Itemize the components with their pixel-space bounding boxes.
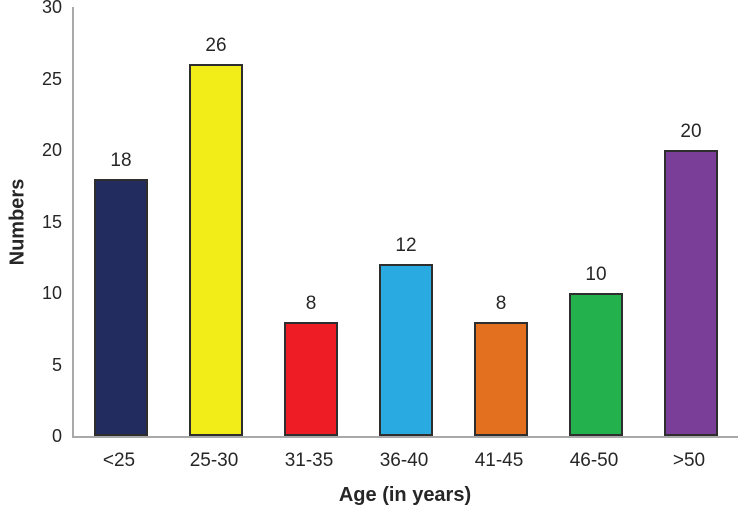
bar->50 <box>664 150 718 436</box>
x-tick-label: 31-35 <box>284 450 334 471</box>
y-tick-label: 15 <box>41 211 62 232</box>
x-tick-label: 46-50 <box>569 450 619 471</box>
y-tick-label: 25 <box>41 68 62 89</box>
x-tick-label: 36-40 <box>379 450 429 471</box>
y-tick-label: 0 <box>51 426 62 446</box>
x-axis-title: Age (in years) <box>338 484 472 506</box>
bar-<25 <box>94 179 148 436</box>
bar-36-40 <box>379 264 433 436</box>
x-tick-label: >50 <box>672 450 706 471</box>
bar-value-label: 18 <box>110 150 132 171</box>
bar-value-label: 20 <box>680 121 702 142</box>
x-tick-label: <25 <box>102 450 136 471</box>
x-tick-label: 41-45 <box>474 450 524 471</box>
bar-value-label: 12 <box>395 235 417 256</box>
bar-value-label: 10 <box>585 264 607 285</box>
y-tick-label: 30 <box>41 0 62 17</box>
y-tick-label: 5 <box>51 354 62 375</box>
bar-31-35 <box>284 322 338 436</box>
bar-value-label: 8 <box>495 293 507 314</box>
bar-25-30 <box>189 64 243 436</box>
x-tick-label: 25-30 <box>189 450 239 471</box>
bar-41-45 <box>474 322 528 436</box>
bar-46-50 <box>569 293 623 436</box>
y-tick-label: 20 <box>41 140 62 160</box>
bar-value-label: 8 <box>305 293 317 314</box>
plot-area: 18 26 8 12 8 10 20 <box>72 7 738 438</box>
y-tick-label: 10 <box>41 283 62 303</box>
bar-value-label: 26 <box>205 35 227 56</box>
